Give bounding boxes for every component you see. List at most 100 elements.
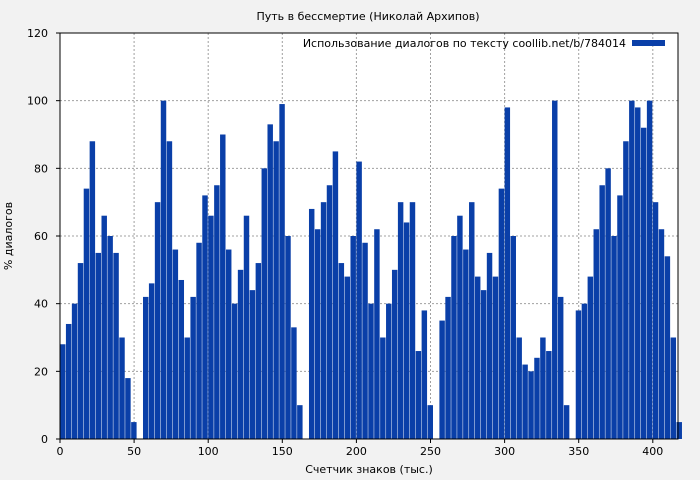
y-tick-label: 80	[34, 162, 48, 175]
data-bar	[469, 202, 475, 439]
data-bar	[267, 124, 273, 439]
data-bar	[273, 141, 279, 439]
data-bar	[356, 161, 362, 440]
x-axis-ticks: 0 50 100 150 200 250 300 350 400	[57, 439, 663, 458]
data-bar	[202, 195, 208, 439]
data-bar	[190, 296, 196, 439]
data-bar	[154, 202, 161, 439]
data-bar	[225, 249, 232, 439]
data-bar	[172, 249, 179, 439]
y-tick-label: 120	[27, 27, 48, 40]
data-bar	[178, 279, 185, 439]
data-bar	[670, 337, 677, 439]
chart-title: Путь в бессмертие (Николай Архипов)	[256, 10, 479, 23]
data-bar	[107, 236, 113, 439]
x-tick-label: 150	[272, 445, 293, 458]
data-bar	[581, 303, 588, 439]
data-bar	[119, 337, 125, 439]
data-bar	[285, 236, 291, 439]
data-bar	[575, 310, 582, 439]
data-bar	[344, 276, 351, 439]
data-bar	[587, 276, 594, 439]
data-bar	[421, 310, 428, 439]
data-bar	[664, 256, 671, 439]
data-bar	[101, 215, 107, 439]
data-bar	[60, 344, 66, 439]
data-bar	[528, 371, 534, 439]
data-bar	[540, 337, 546, 439]
y-tick-label: 0	[41, 433, 48, 446]
y-tick-label: 20	[34, 365, 48, 378]
data-bar	[243, 215, 250, 439]
data-bar	[83, 188, 90, 439]
data-bar	[320, 202, 327, 439]
data-bar	[640, 127, 647, 439]
x-tick-label: 50	[127, 445, 141, 458]
data-bar	[552, 100, 558, 440]
legend: Использование диалогов по тексту coollib…	[303, 37, 665, 50]
data-bar	[474, 276, 481, 439]
y-tick-label: 100	[27, 95, 48, 108]
x-tick-label: 250	[420, 445, 441, 458]
data-bar	[463, 249, 469, 439]
data-bar	[148, 283, 155, 439]
data-bar	[89, 141, 96, 439]
data-bar	[658, 229, 665, 439]
data-bars	[60, 100, 682, 440]
data-bar	[391, 269, 398, 439]
data-bar	[65, 323, 72, 439]
data-bar	[652, 202, 659, 439]
data-bar	[504, 107, 511, 439]
data-bar	[546, 351, 552, 439]
data-bar	[326, 185, 333, 439]
data-bar	[231, 303, 238, 439]
x-tick-label: 100	[198, 445, 219, 458]
data-bar	[208, 215, 214, 439]
plot-area	[59, 32, 682, 440]
data-bar	[249, 290, 256, 439]
data-bar	[451, 236, 457, 439]
x-tick-label: 300	[494, 445, 515, 458]
data-bar	[214, 185, 220, 439]
data-bar	[237, 269, 244, 439]
data-bar	[386, 303, 392, 439]
data-bar	[646, 100, 653, 440]
data-bar	[617, 195, 623, 439]
data-bar	[635, 107, 641, 439]
data-bar	[308, 208, 315, 439]
data-bar	[196, 242, 202, 439]
data-bar	[255, 263, 262, 439]
data-bar	[338, 263, 345, 439]
data-bar	[297, 405, 303, 439]
data-bar	[71, 303, 78, 439]
legend-label: Использование диалогов по тексту coollib…	[303, 37, 626, 50]
data-bar	[113, 252, 119, 439]
data-bar	[142, 296, 149, 439]
data-bar	[397, 202, 404, 439]
data-bar	[332, 151, 339, 439]
data-bar	[623, 141, 629, 439]
data-bar	[291, 327, 297, 439]
data-bar	[77, 263, 84, 439]
y-tick-label: 60	[34, 230, 48, 243]
data-bar	[599, 185, 605, 439]
data-bar	[409, 202, 416, 439]
data-bar	[362, 242, 368, 439]
data-bar	[374, 229, 380, 439]
data-bar	[415, 351, 422, 439]
data-bar	[676, 422, 682, 439]
legend-swatch	[632, 40, 665, 46]
data-bar	[605, 168, 611, 440]
data-bar	[95, 252, 102, 439]
x-tick-label: 350	[568, 445, 589, 458]
data-bar	[516, 337, 522, 439]
data-bar	[166, 141, 173, 439]
data-bar	[457, 215, 463, 439]
data-bar	[403, 222, 410, 439]
data-bar	[486, 252, 493, 439]
data-bar	[611, 236, 617, 439]
data-bar	[498, 188, 505, 439]
data-bar	[480, 290, 487, 439]
x-axis-label: Счетчик знаков (тыс.)	[305, 463, 433, 476]
